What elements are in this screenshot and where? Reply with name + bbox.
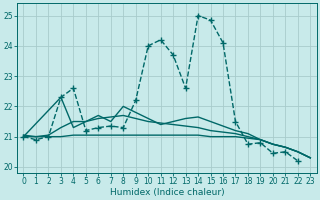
X-axis label: Humidex (Indice chaleur): Humidex (Indice chaleur) — [109, 188, 224, 197]
